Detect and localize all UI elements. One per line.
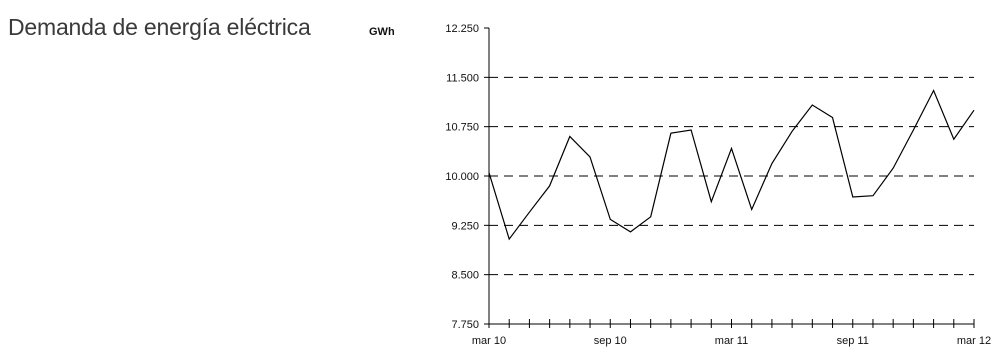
x-tick-label: mar 12 xyxy=(957,335,991,347)
axes xyxy=(484,27,975,328)
series-line xyxy=(488,89,975,241)
tick-labels: 7.750 8.500 9.250 10.000 10.750 11.500 12.250 m… xyxy=(445,23,991,347)
series xyxy=(488,89,975,241)
x-tick-label: sep 10 xyxy=(594,335,627,347)
gridlines xyxy=(489,76,974,276)
y-tick-label: 8.500 xyxy=(451,270,479,282)
y-tick-label: 11.500 xyxy=(446,72,479,84)
x-tick-label: sep 11 xyxy=(837,335,869,347)
chart-title: Demanda de energía eléctrica xyxy=(8,14,311,40)
y-tick-label: 10.750 xyxy=(445,122,479,134)
y-tick-label: 10.000 xyxy=(445,171,479,183)
y-tick-label: 7.750 xyxy=(451,319,479,331)
x-tick-label: mar 11 xyxy=(715,335,748,347)
y-tick-label: 9.250 xyxy=(451,220,479,232)
y-tick-label: 12.250 xyxy=(445,23,479,35)
y-axis-unit-label: GWh xyxy=(369,26,395,38)
x-tick-label: mar 10 xyxy=(472,335,506,347)
